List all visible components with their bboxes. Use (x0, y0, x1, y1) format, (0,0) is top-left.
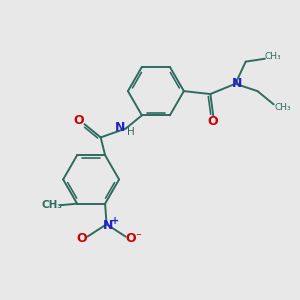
Text: H: H (127, 127, 135, 136)
Text: O: O (74, 114, 85, 127)
Text: O: O (207, 115, 218, 128)
Text: O: O (76, 232, 87, 244)
Text: CH₃: CH₃ (265, 52, 281, 61)
Text: +: + (111, 216, 119, 226)
Text: N: N (231, 77, 242, 90)
Text: O: O (126, 232, 136, 244)
Text: N: N (103, 219, 113, 232)
Text: ⁻: ⁻ (135, 232, 141, 242)
Text: N: N (115, 122, 126, 134)
Text: CH₃: CH₃ (274, 103, 291, 112)
Text: CH₃: CH₃ (41, 200, 62, 210)
